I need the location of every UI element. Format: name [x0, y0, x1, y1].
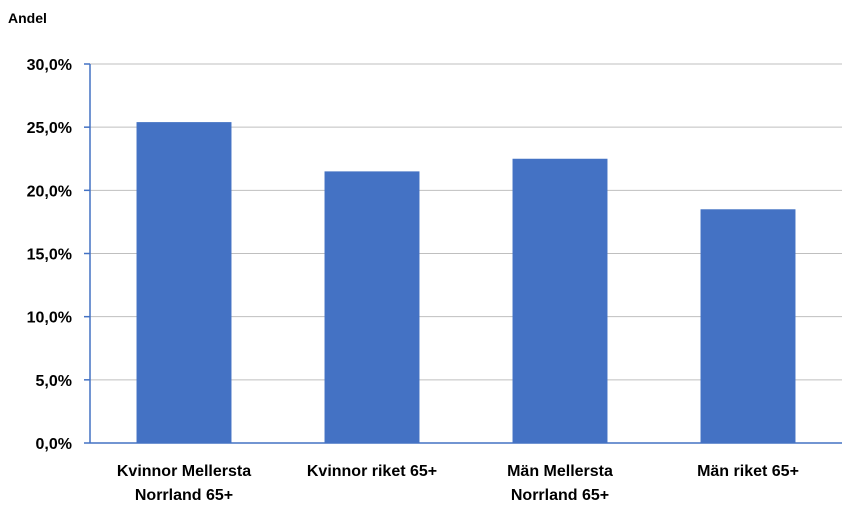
x-category-label: Kvinnor riket 65+	[307, 463, 437, 480]
x-category-label: Män Mellersta	[507, 463, 613, 480]
bar	[324, 171, 420, 443]
bars	[136, 122, 796, 443]
y-tick-label: 25,0%	[27, 120, 72, 137]
y-tick-labels: 0,0% 5,0% 10,0% 15,0% 20,0% 25,0% 30,0%	[27, 57, 72, 453]
y-tick-label: 10,0%	[27, 310, 72, 327]
bar	[136, 122, 232, 443]
y-tick-label: 15,0%	[27, 247, 72, 264]
y-axis-title: Andel	[8, 10, 47, 26]
y-tick-label: 20,0%	[27, 183, 72, 200]
axes	[84, 63, 842, 444]
bar	[512, 158, 608, 443]
y-tick-label: 0,0%	[36, 436, 72, 453]
x-category-label: Norrland 65+	[135, 487, 233, 504]
x-category-label: Norrland 65+	[511, 487, 609, 504]
bar	[700, 209, 796, 443]
y-tick-label: 30,0%	[27, 57, 72, 74]
y-tick-label: 5,0%	[36, 373, 72, 390]
x-category-label: Kvinnor Mellersta	[117, 463, 251, 480]
x-category-label: Män riket 65+	[697, 463, 799, 480]
x-category-labels: Kvinnor Mellersta Norrland 65+ Kvinnor rik…	[117, 463, 799, 504]
